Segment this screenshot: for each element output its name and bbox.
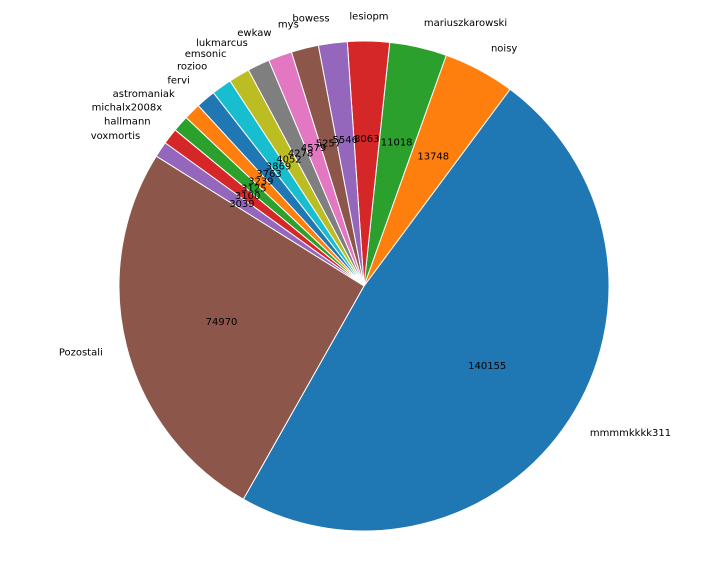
slice-value-rozioo: 3869 bbox=[266, 161, 291, 172]
slice-value-mariuszkarowski: 11018 bbox=[381, 138, 413, 149]
slice-label-mys: mys bbox=[278, 20, 299, 31]
slice-label-astromaniak: astromaniak bbox=[113, 89, 175, 100]
slice-value-mys: 5257 bbox=[316, 138, 341, 149]
slice-label-mmmmkkkk311: mmmmkkkk311 bbox=[590, 428, 671, 439]
slice-label-noisy: noisy bbox=[491, 43, 517, 54]
slice-label-michalx2008x: michalx2008x bbox=[92, 102, 163, 113]
slice-value-mmmmkkkk311: 140155 bbox=[468, 361, 506, 372]
slice-label-emsonic: emsonic bbox=[185, 49, 227, 60]
slice-value-voxmortis: 3039 bbox=[229, 199, 254, 210]
slice-value-pozostali: 74970 bbox=[206, 317, 238, 328]
slice-value-fervi: 3763 bbox=[256, 169, 281, 180]
slice-value-lesiopm: 8063 bbox=[354, 134, 379, 145]
slice-value-emsonic: 4052 bbox=[276, 155, 301, 166]
slice-label-bowess: bowess bbox=[292, 14, 329, 25]
slice-label-rozioo: rozioo bbox=[177, 62, 207, 73]
slice-value-bowess: 5546 bbox=[333, 135, 358, 146]
slice-value-ewkaw: 4579 bbox=[301, 143, 326, 154]
pie-labels: mmmmkkkk311 140155 noisy 13748 mariuszkarows… bbox=[59, 12, 671, 439]
slice-label-hallmann: hallmann bbox=[104, 116, 151, 127]
slice-label-fervi: fervi bbox=[167, 75, 189, 86]
slice-value-lukmarcus: 4278 bbox=[288, 148, 313, 159]
slice-value-michalx2008x: 3125 bbox=[241, 184, 266, 195]
pie-slice-mmmmkkkk311 bbox=[242, 88, 610, 532]
slice-label-mariuszkarowski: mariuszkarowski bbox=[424, 18, 507, 29]
slice-label-pozostali: Pozostali bbox=[59, 347, 103, 358]
pie-slice-pozostali bbox=[118, 155, 365, 500]
pie-slices bbox=[118, 40, 610, 532]
slice-label-lukmarcus: lukmarcus bbox=[196, 38, 248, 49]
slice-label-voxmortis: voxmortis bbox=[91, 131, 141, 142]
slice-value-astromaniak: 3239 bbox=[248, 176, 273, 187]
slice-value-noisy: 13748 bbox=[417, 151, 449, 162]
slice-value-hallmann: 3100 bbox=[235, 191, 260, 202]
slice-label-ewkaw: ewkaw bbox=[237, 28, 271, 39]
slice-label-lesiopm: lesiopm bbox=[349, 12, 388, 23]
